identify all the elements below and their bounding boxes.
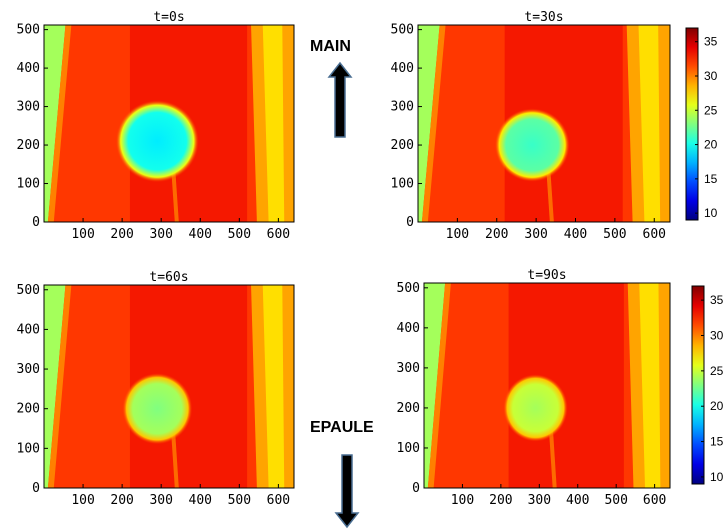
y-tick-label: 100 [397,441,420,456]
x-tick-label: 600 [643,227,666,242]
colorbar-0: 35 30 25 20 15 10 [685,27,718,221]
y-tick-label: 300 [391,100,414,115]
x-tick-label: 100 [451,493,474,508]
colorbar-tick-label: 15 [704,172,718,186]
x-tick-label: 500 [228,493,251,508]
y-tick-label: 500 [391,23,414,38]
y-tick-label: 100 [17,441,40,456]
colorbar-tick-label: 20 [710,399,724,413]
y-tick-label: 0 [406,215,414,230]
y-tick-label: 200 [391,138,414,153]
y-tick-label: 200 [17,138,40,153]
colorbar-1: 35 30 25 20 15 10 [691,285,724,485]
x-tick-label: 100 [446,227,469,242]
colorbar-tick-label: 15 [710,435,724,449]
y-tick-label: 200 [397,401,420,416]
y-tick-label: 500 [17,283,40,298]
y-tick-label: 300 [17,100,40,115]
y-tick-label: 0 [32,481,40,496]
x-tick-label: 200 [110,227,133,242]
x-tick-label: 500 [228,227,251,242]
y-tick-label: 300 [397,361,420,376]
x-tick-label: 200 [110,493,133,508]
x-tick-label: 300 [149,227,172,242]
y-tick-label: 400 [17,61,40,76]
colorbar-tick-label: 10 [704,206,718,220]
x-tick-label: 300 [149,493,172,508]
y-tick-label: 500 [17,23,40,38]
y-tick-label: 400 [391,61,414,76]
y-tick-label: 400 [17,322,40,337]
x-tick-label: 400 [189,493,212,508]
heatmap-panel-1: t=30s 100 200 300 400 500 600 0 100 200 300 400 500 [391,10,671,242]
x-tick-label: 400 [564,227,587,242]
y-tick-label: 200 [17,402,40,417]
x-tick-label: 600 [267,493,290,508]
colorbar-tick-label: 35 [704,35,718,49]
x-tick-label: 200 [485,227,508,242]
colorbar-tick-label: 35 [710,293,724,307]
label-main: MAIN [310,38,351,55]
colorbar-tick-label: 30 [710,329,724,343]
x-tick-label: 200 [489,493,512,508]
y-tick-label: 0 [412,481,420,496]
panel-title: t=90s [527,268,566,283]
y-tick-label: 0 [32,215,40,230]
y-tick-label: 400 [397,321,420,336]
colorbar-tick-label: 25 [704,103,718,117]
heatmap-panel-3: t=90s 100 200 300 400 500 600 0 100 200 300 400 500 [397,268,671,508]
panel-title: t=30s [524,10,563,25]
x-tick-label: 600 [267,227,290,242]
x-tick-label: 500 [604,493,627,508]
x-tick-label: 300 [524,227,547,242]
x-tick-label: 400 [566,493,589,508]
label-epaule: EPAULE [310,419,374,436]
x-tick-label: 400 [189,227,212,242]
panel-title: t=0s [153,10,184,25]
x-tick-label: 100 [71,227,94,242]
panel-title: t=60s [149,270,188,285]
arrow-down-icon [334,454,360,529]
y-tick-label: 300 [17,362,40,377]
colorbar-tick-label: 25 [710,364,724,378]
y-tick-label: 100 [391,177,414,192]
x-tick-label: 500 [603,227,626,242]
colorbar-tick-label: 20 [704,138,718,152]
heatmap-panel-2: t=60s 100 200 300 400 500 600 0 100 200 300 400 500 [17,270,295,508]
heatmap-panel-0: t=0s 100 200 300 400 500 600 0 100 200 300 400 500 [17,10,295,242]
x-tick-label: 600 [643,493,666,508]
x-tick-label: 300 [528,493,551,508]
x-tick-label: 100 [71,493,94,508]
colorbar-tick-label: 10 [710,470,724,484]
arrow-up-icon [327,61,353,138]
y-tick-label: 100 [17,177,40,192]
colorbar-tick-label: 30 [704,69,718,83]
y-tick-label: 500 [397,281,420,296]
